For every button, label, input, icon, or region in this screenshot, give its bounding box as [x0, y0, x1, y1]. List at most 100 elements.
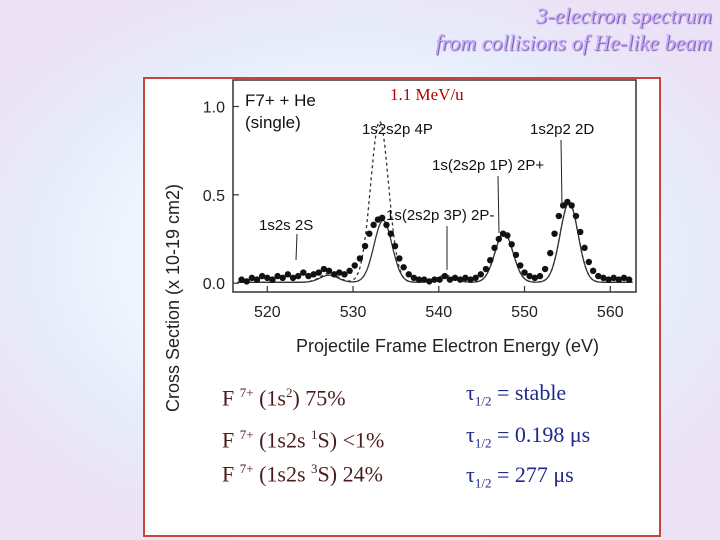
peak-leader: [295, 233, 298, 261]
beam-energy-label: 1.1 MeV/u: [390, 85, 464, 104]
data-point: [595, 272, 602, 280]
lifetime-line-1: τ1/2 = stable: [466, 380, 566, 409]
data-point: [391, 242, 399, 250]
data-point: [431, 276, 438, 283]
data-point: [600, 274, 607, 282]
system-note: (single): [245, 113, 301, 132]
lifetime-value: = stable: [491, 380, 567, 405]
data-point: [294, 272, 302, 280]
lifetime-line-2: τ1/2 = 0.198 μs: [466, 422, 590, 451]
data-point: [421, 276, 428, 283]
data-point: [441, 272, 448, 280]
title-line-2: from collisions of He-like beam: [435, 30, 712, 55]
data-point: [274, 272, 281, 280]
state-config: (1s: [259, 385, 286, 411]
plot-axes: 520 530 540 550 560 0.0 0.5 1.0 Projectile Frame…: [163, 79, 637, 412]
data-point: [491, 244, 498, 252]
data-point: [336, 269, 343, 276]
data-point: [581, 244, 588, 252]
state-config-sup: 1: [311, 427, 318, 442]
x-tick-label: 530: [340, 304, 367, 321]
state-line-3: F 7+ (1s2s 3S) 24%: [222, 461, 383, 487]
y-tick-label: 0.0: [203, 276, 225, 293]
lifetime-line-3: τ1/2 = 277 μs: [466, 462, 574, 491]
peak-leader: [560, 139, 563, 207]
tau-symbol: τ: [466, 462, 475, 487]
data-point: [315, 269, 322, 276]
data-point: [366, 230, 373, 237]
lifetime-value: = 277 μs: [491, 462, 574, 487]
state-config-sup: 3: [311, 461, 318, 476]
tau-subscript: 1/2: [474, 435, 492, 451]
data-point: [387, 230, 394, 237]
data-point: [400, 264, 407, 271]
data-point: [585, 258, 593, 266]
x-axis-label: Projectile Frame Electron Energy (eV): [296, 336, 599, 356]
data-point: [320, 265, 328, 273]
data-point: [279, 274, 286, 282]
data-point: [508, 241, 515, 248]
data-point: [564, 198, 571, 206]
data-point: [462, 274, 469, 282]
state-charge: 7+: [239, 427, 254, 442]
peak-label: 1s(2s2p 1P) 2P+: [432, 157, 544, 174]
peak-label: 1s2s2p 4P: [362, 121, 433, 138]
data-point: [482, 265, 490, 273]
data-point: [415, 276, 423, 283]
x-tick-label: 550: [511, 304, 538, 321]
data-point: [536, 272, 544, 280]
tau-subscript: 1/2: [474, 475, 492, 491]
data-point: [568, 202, 575, 209]
data-point: [341, 271, 348, 278]
data-point: [547, 249, 554, 257]
state-line-1: F 7+ (1s2) 75%: [222, 385, 346, 411]
plot-box: [232, 79, 637, 293]
data-point: [356, 255, 364, 262]
data-point: [610, 274, 617, 282]
state-config: (1s2s: [259, 461, 312, 487]
data-point: [248, 274, 256, 282]
data-point: [289, 274, 297, 282]
data-point: [361, 242, 369, 250]
state-config-sup: 2: [285, 385, 293, 400]
data-point: [517, 262, 524, 269]
y-axis-label: Cross Section (x 10-19 cm2): [163, 184, 183, 412]
data-point: [512, 251, 520, 259]
data-point: [472, 274, 479, 282]
data-point: [426, 278, 433, 285]
data-point: [264, 274, 271, 282]
data-point: [305, 272, 312, 280]
data-point: [577, 228, 584, 236]
data-point: [325, 267, 333, 274]
data-point: [589, 267, 597, 274]
peak-label: 1s(2s2p 3P) 2P-: [386, 207, 494, 224]
slide-title: 3-electron spectrum from collisions of H…: [435, 2, 712, 56]
data-point: [253, 276, 261, 283]
plot-curves: [237, 120, 633, 283]
data-point: [495, 235, 503, 243]
plot-points: [238, 198, 633, 285]
data-point: [605, 276, 612, 283]
tau-symbol: τ: [466, 380, 475, 405]
data-point: [300, 269, 307, 276]
data-point: [330, 271, 338, 278]
data-point: [243, 278, 250, 285]
peak-leader: [497, 175, 500, 234]
data-point: [487, 257, 494, 264]
state-ion: F: [222, 385, 235, 411]
data-point: [310, 271, 317, 278]
data-point: [625, 276, 633, 283]
state-config: (1s2s: [259, 427, 312, 453]
data-point: [521, 269, 528, 276]
data-point: [346, 267, 353, 274]
y-tick-label: 0.5: [203, 188, 225, 205]
y-tick-label: 1.0: [203, 100, 225, 117]
data-point: [620, 274, 628, 282]
data-point: [378, 214, 386, 221]
peak-label: 1s2s 2S: [259, 217, 313, 234]
data-point: [396, 255, 403, 262]
data-point: [383, 221, 390, 229]
state-charge: 7+: [239, 461, 254, 476]
tau-subscript: 1/2: [474, 393, 492, 409]
